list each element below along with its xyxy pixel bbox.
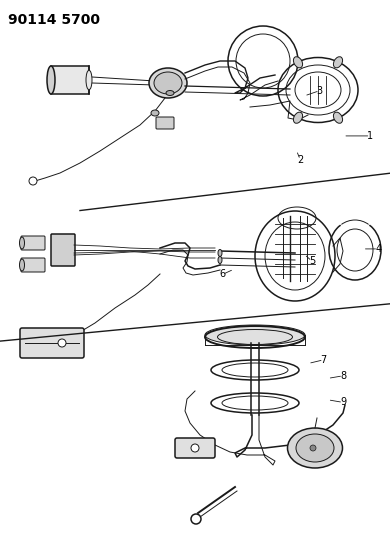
Ellipse shape: [149, 68, 187, 98]
Ellipse shape: [20, 259, 25, 271]
Ellipse shape: [293, 112, 303, 123]
Ellipse shape: [151, 110, 159, 116]
Ellipse shape: [86, 70, 92, 90]
FancyBboxPatch shape: [51, 66, 89, 94]
Text: 2: 2: [297, 155, 303, 165]
Ellipse shape: [293, 56, 303, 68]
Ellipse shape: [166, 91, 174, 95]
Ellipse shape: [333, 112, 342, 123]
Ellipse shape: [333, 56, 342, 68]
Text: 1: 1: [367, 131, 374, 141]
FancyBboxPatch shape: [20, 328, 84, 358]
Text: 9: 9: [340, 398, 346, 407]
Ellipse shape: [218, 256, 222, 263]
Circle shape: [191, 514, 201, 524]
FancyBboxPatch shape: [21, 236, 45, 250]
Ellipse shape: [296, 434, 334, 462]
Text: 5: 5: [309, 256, 315, 266]
Text: 3: 3: [317, 86, 323, 95]
FancyBboxPatch shape: [21, 258, 45, 272]
Circle shape: [29, 177, 37, 185]
FancyBboxPatch shape: [51, 234, 75, 266]
Circle shape: [310, 445, 316, 451]
Text: 6: 6: [219, 270, 225, 279]
Ellipse shape: [154, 72, 182, 94]
Text: 4: 4: [375, 244, 381, 254]
Text: 8: 8: [340, 371, 346, 381]
Ellipse shape: [287, 428, 342, 468]
Ellipse shape: [20, 237, 25, 249]
FancyBboxPatch shape: [156, 117, 174, 129]
Ellipse shape: [205, 325, 305, 345]
Text: 7: 7: [321, 355, 327, 365]
Text: 90114 5700: 90114 5700: [8, 13, 100, 27]
Circle shape: [191, 444, 199, 452]
Circle shape: [58, 339, 66, 347]
FancyBboxPatch shape: [175, 438, 215, 458]
Ellipse shape: [47, 66, 55, 94]
Ellipse shape: [218, 249, 222, 256]
